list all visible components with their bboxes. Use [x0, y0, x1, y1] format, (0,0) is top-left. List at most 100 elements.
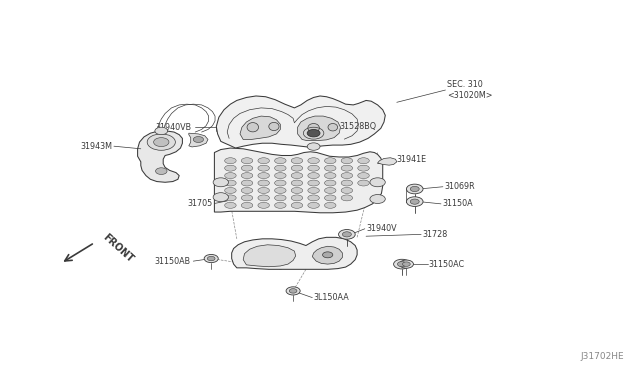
- Ellipse shape: [291, 180, 303, 186]
- Ellipse shape: [308, 180, 319, 186]
- Ellipse shape: [258, 173, 269, 179]
- Ellipse shape: [241, 158, 253, 164]
- Text: 31150A: 31150A: [443, 199, 474, 208]
- Ellipse shape: [258, 187, 269, 193]
- Ellipse shape: [358, 158, 369, 164]
- Circle shape: [403, 262, 410, 266]
- Ellipse shape: [275, 158, 286, 164]
- Ellipse shape: [269, 122, 279, 131]
- Circle shape: [204, 254, 218, 263]
- Ellipse shape: [275, 202, 286, 208]
- Ellipse shape: [258, 165, 269, 171]
- Ellipse shape: [324, 173, 336, 179]
- Ellipse shape: [308, 195, 319, 201]
- Circle shape: [323, 252, 333, 258]
- Text: 31150AC: 31150AC: [429, 260, 465, 269]
- Circle shape: [370, 178, 385, 187]
- Ellipse shape: [308, 202, 319, 208]
- Ellipse shape: [225, 158, 236, 164]
- Polygon shape: [214, 148, 383, 213]
- Ellipse shape: [275, 173, 286, 179]
- Ellipse shape: [275, 195, 286, 201]
- Ellipse shape: [291, 173, 303, 179]
- Text: 31943M: 31943M: [80, 142, 112, 151]
- Ellipse shape: [341, 173, 353, 179]
- Ellipse shape: [291, 165, 303, 171]
- Ellipse shape: [291, 202, 303, 208]
- Ellipse shape: [241, 195, 253, 201]
- Ellipse shape: [358, 165, 369, 171]
- Text: J31702HE: J31702HE: [580, 352, 624, 361]
- Circle shape: [339, 230, 355, 239]
- Circle shape: [410, 199, 419, 204]
- Circle shape: [307, 129, 320, 137]
- Polygon shape: [138, 131, 182, 182]
- Ellipse shape: [358, 173, 369, 179]
- Ellipse shape: [241, 173, 253, 179]
- Text: 31940VB: 31940VB: [156, 123, 192, 132]
- Circle shape: [399, 260, 413, 268]
- Polygon shape: [189, 133, 208, 147]
- Polygon shape: [216, 96, 385, 148]
- Ellipse shape: [241, 202, 253, 208]
- Ellipse shape: [225, 195, 236, 201]
- Text: 3L150AA: 3L150AA: [314, 293, 349, 302]
- Circle shape: [155, 127, 168, 135]
- Ellipse shape: [308, 173, 319, 179]
- Ellipse shape: [341, 195, 353, 201]
- Ellipse shape: [341, 180, 353, 186]
- Polygon shape: [312, 246, 342, 264]
- Text: 31528BQ: 31528BQ: [339, 122, 376, 131]
- Circle shape: [213, 193, 228, 202]
- Circle shape: [289, 289, 297, 293]
- Circle shape: [342, 232, 351, 237]
- Ellipse shape: [308, 158, 319, 164]
- Ellipse shape: [324, 180, 336, 186]
- Ellipse shape: [308, 124, 319, 132]
- Ellipse shape: [341, 158, 353, 164]
- Ellipse shape: [241, 165, 253, 171]
- Ellipse shape: [225, 187, 236, 193]
- Circle shape: [154, 138, 169, 147]
- Circle shape: [213, 178, 228, 187]
- Ellipse shape: [258, 202, 269, 208]
- Ellipse shape: [241, 187, 253, 193]
- Text: 31150AB: 31150AB: [155, 257, 191, 266]
- Ellipse shape: [358, 180, 369, 186]
- Ellipse shape: [258, 180, 269, 186]
- Text: 31705: 31705: [188, 199, 212, 208]
- Ellipse shape: [225, 202, 236, 208]
- Circle shape: [397, 262, 406, 267]
- Ellipse shape: [225, 173, 236, 179]
- Ellipse shape: [341, 187, 353, 193]
- Circle shape: [394, 259, 410, 269]
- Ellipse shape: [275, 187, 286, 193]
- Ellipse shape: [247, 122, 259, 132]
- Ellipse shape: [258, 195, 269, 201]
- Text: SEC. 310
<31020M>: SEC. 310 <31020M>: [447, 80, 492, 100]
- Polygon shape: [243, 245, 296, 267]
- Ellipse shape: [291, 195, 303, 201]
- Circle shape: [307, 143, 320, 150]
- Ellipse shape: [308, 165, 319, 171]
- Text: 31941E: 31941E: [397, 155, 427, 164]
- Circle shape: [156, 168, 167, 174]
- Ellipse shape: [324, 165, 336, 171]
- Polygon shape: [298, 116, 340, 141]
- Ellipse shape: [324, 195, 336, 201]
- Ellipse shape: [258, 158, 269, 164]
- Text: 31728: 31728: [422, 230, 447, 239]
- Ellipse shape: [291, 158, 303, 164]
- Circle shape: [207, 256, 215, 261]
- Ellipse shape: [324, 187, 336, 193]
- Text: 31069R: 31069R: [445, 182, 476, 191]
- Circle shape: [286, 287, 300, 295]
- Ellipse shape: [225, 180, 236, 186]
- Ellipse shape: [341, 165, 353, 171]
- Circle shape: [406, 184, 423, 194]
- Polygon shape: [240, 116, 280, 140]
- Circle shape: [370, 195, 385, 203]
- Ellipse shape: [241, 180, 253, 186]
- Text: FRONT: FRONT: [101, 232, 136, 265]
- Circle shape: [406, 197, 423, 206]
